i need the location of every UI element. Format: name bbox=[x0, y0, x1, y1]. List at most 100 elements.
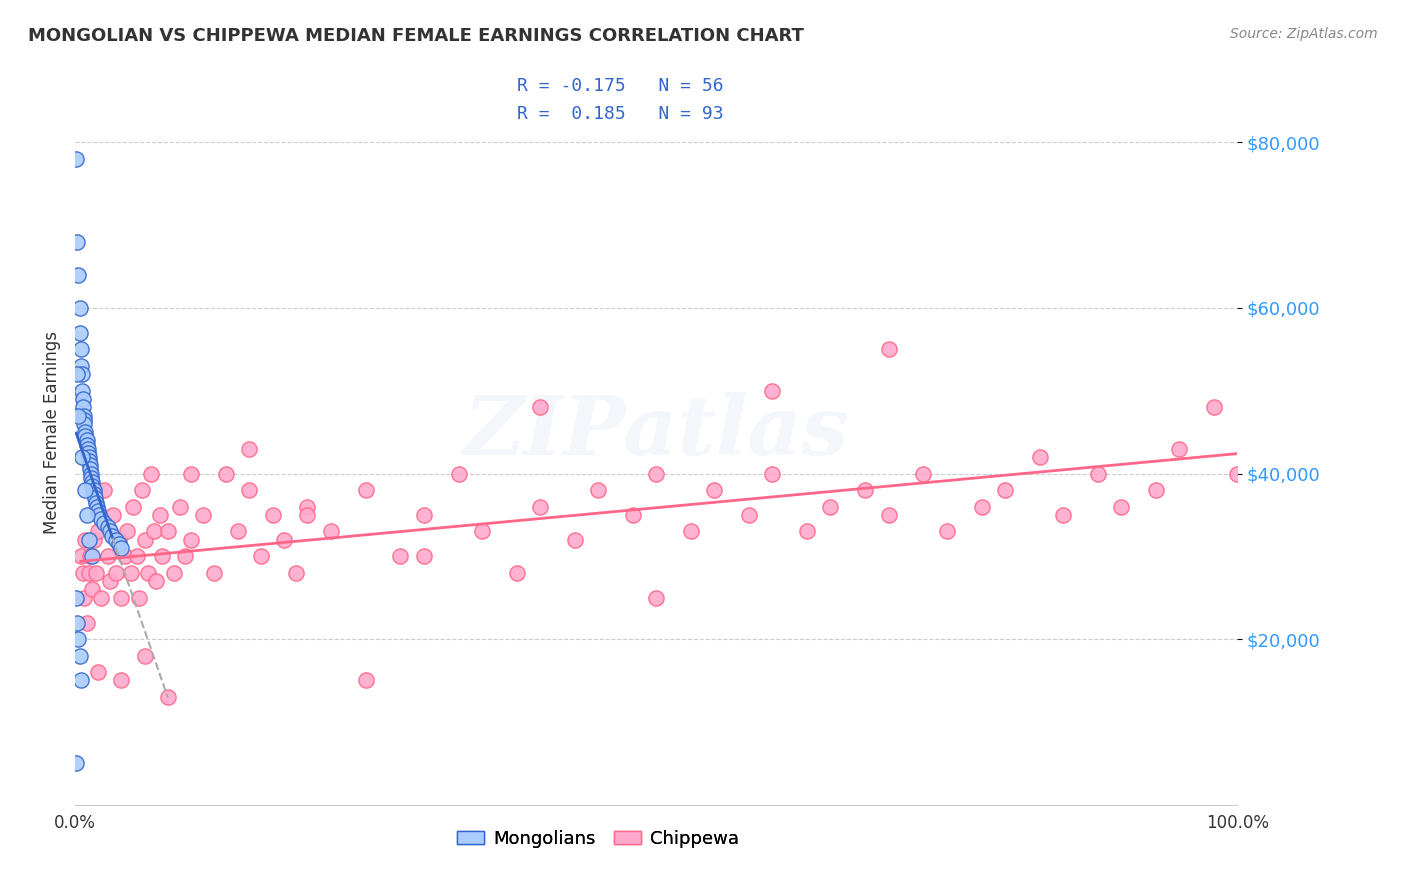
Point bbox=[72, 401, 94, 415]
Point bbox=[128, 591, 150, 605]
Point bbox=[586, 483, 609, 497]
Point bbox=[86, 500, 108, 514]
Point bbox=[84, 566, 107, 580]
Point bbox=[80, 467, 103, 481]
Point bbox=[108, 537, 131, 551]
Point bbox=[75, 429, 97, 443]
Point bbox=[262, 508, 284, 522]
Point bbox=[796, 524, 818, 539]
Point bbox=[82, 582, 104, 597]
Point bbox=[1028, 450, 1050, 464]
Point bbox=[83, 491, 105, 506]
Point bbox=[134, 648, 156, 663]
Point bbox=[77, 566, 100, 580]
Point bbox=[76, 437, 98, 451]
Legend: Mongolians, Chippewa: Mongolians, Chippewa bbox=[450, 822, 747, 855]
Point bbox=[143, 524, 166, 539]
Point bbox=[117, 524, 139, 539]
Point bbox=[412, 549, 434, 564]
Point bbox=[93, 516, 115, 531]
Point bbox=[145, 574, 167, 589]
Point bbox=[75, 425, 97, 439]
Point bbox=[79, 458, 101, 473]
Point bbox=[1109, 500, 1132, 514]
Point bbox=[66, 235, 89, 249]
Point bbox=[75, 533, 97, 547]
Point bbox=[1144, 483, 1167, 497]
Point bbox=[1226, 467, 1249, 481]
Point bbox=[703, 483, 725, 497]
Point bbox=[645, 591, 668, 605]
Point bbox=[90, 512, 112, 526]
Point bbox=[319, 524, 342, 539]
Point bbox=[156, 690, 179, 704]
Point bbox=[73, 591, 96, 605]
Point bbox=[70, 367, 93, 381]
Point bbox=[120, 566, 142, 580]
Point bbox=[76, 508, 98, 522]
Point bbox=[69, 359, 91, 373]
Point bbox=[238, 483, 260, 497]
Point bbox=[114, 549, 136, 564]
Point bbox=[150, 549, 173, 564]
Point bbox=[994, 483, 1017, 497]
Point bbox=[738, 508, 761, 522]
Point bbox=[76, 442, 98, 456]
Point bbox=[529, 401, 551, 415]
Text: Source: ZipAtlas.com: Source: ZipAtlas.com bbox=[1230, 27, 1378, 41]
Point bbox=[163, 566, 186, 580]
Point bbox=[67, 268, 90, 282]
Point bbox=[471, 524, 494, 539]
Point bbox=[191, 508, 214, 522]
Point bbox=[108, 533, 131, 547]
Point bbox=[84, 495, 107, 509]
Point bbox=[77, 533, 100, 547]
Point bbox=[110, 673, 132, 688]
Point bbox=[65, 591, 87, 605]
Point bbox=[82, 549, 104, 564]
Point bbox=[505, 566, 527, 580]
Point bbox=[73, 413, 96, 427]
Point bbox=[645, 467, 668, 481]
Point bbox=[761, 467, 783, 481]
Point bbox=[75, 483, 97, 497]
Point bbox=[83, 483, 105, 497]
Point bbox=[69, 549, 91, 564]
Point bbox=[98, 574, 121, 589]
Point bbox=[1087, 467, 1109, 481]
Point bbox=[284, 566, 307, 580]
Point bbox=[297, 500, 319, 514]
Point bbox=[761, 384, 783, 398]
Point bbox=[204, 566, 226, 580]
Text: ZIPatlas: ZIPatlas bbox=[464, 392, 849, 472]
Point bbox=[238, 442, 260, 456]
Point bbox=[149, 508, 172, 522]
Point bbox=[297, 508, 319, 522]
Point bbox=[935, 524, 957, 539]
Point bbox=[73, 417, 96, 431]
Point bbox=[79, 462, 101, 476]
Point bbox=[89, 508, 111, 522]
Point bbox=[96, 520, 118, 534]
Point bbox=[70, 450, 93, 464]
Point bbox=[69, 648, 91, 663]
Point bbox=[354, 673, 377, 688]
Point bbox=[69, 343, 91, 357]
Point bbox=[65, 152, 87, 166]
Point bbox=[104, 566, 127, 580]
Point bbox=[70, 384, 93, 398]
Point bbox=[76, 434, 98, 448]
Point bbox=[250, 549, 273, 564]
Point bbox=[83, 487, 105, 501]
Point bbox=[96, 549, 118, 564]
Point bbox=[564, 533, 586, 547]
Point bbox=[877, 508, 900, 522]
Point bbox=[412, 508, 434, 522]
Point bbox=[139, 467, 162, 481]
Point bbox=[174, 549, 197, 564]
Y-axis label: Median Female Earnings: Median Female Earnings bbox=[44, 331, 60, 533]
Point bbox=[67, 409, 90, 423]
Point bbox=[110, 541, 132, 555]
Point bbox=[98, 524, 121, 539]
Point bbox=[125, 549, 148, 564]
